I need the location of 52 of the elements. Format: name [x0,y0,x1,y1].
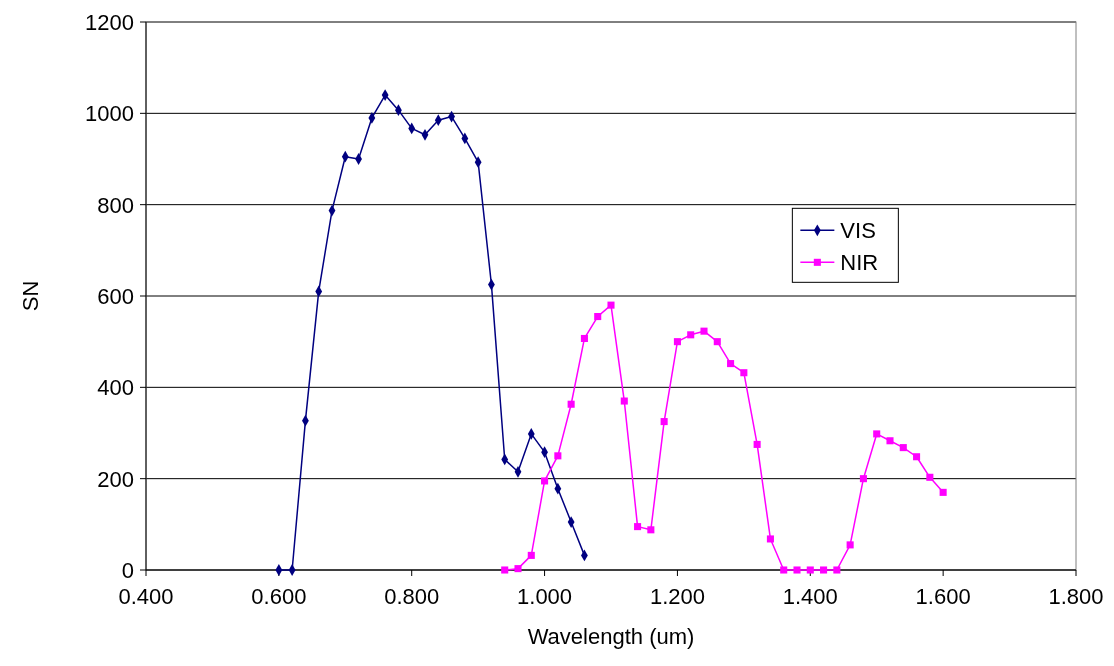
y-axis-title: SN [18,280,43,312]
point [580,334,588,343]
point [660,418,668,426]
point [740,369,748,377]
point [793,566,801,574]
point [833,566,841,574]
legend-label: VIS [840,218,876,244]
point [501,566,509,574]
x-tick-label: 0.400 [118,584,174,609]
y-tick-label: 800 [97,192,134,218]
point [820,566,828,574]
point [700,327,708,335]
x-tick-label: 0.600 [251,584,307,609]
point [673,338,681,346]
point [926,473,934,481]
point [634,523,642,531]
point [780,566,788,574]
point [647,526,655,534]
point [899,444,907,452]
point [859,475,867,483]
y-tick-label: 200 [97,466,134,492]
point [713,338,721,346]
point [727,360,735,368]
x-tick-label: 1.600 [915,584,971,609]
legend-label: NIR [840,250,879,276]
point [567,400,575,408]
point [939,488,947,496]
point [594,313,602,321]
point [687,331,695,339]
x-tick-label: 0.800 [384,584,440,609]
x-tick-label: 1.800 [1048,584,1104,609]
y-tick-label: 0 [121,558,134,583]
point [753,440,761,448]
point [886,437,894,445]
point [913,453,921,461]
y-tick-label: 600 [97,284,134,309]
x-axis-title: Wavelength (um) [527,624,695,649]
point [766,535,774,543]
point [846,541,854,549]
point [554,452,562,460]
point [620,397,628,405]
x-tick-label: 1.000 [517,584,573,609]
x-tick-label: 1.400 [782,584,838,609]
point [514,565,522,573]
point [527,551,535,559]
y-tick-label: 400 [97,375,134,401]
y-tick-label: 1000 [85,101,134,127]
point [607,301,615,309]
point [873,430,881,438]
point [541,477,549,485]
x-tick-label: 1.200 [649,584,705,609]
y-tick-label: 1200 [85,10,134,35]
